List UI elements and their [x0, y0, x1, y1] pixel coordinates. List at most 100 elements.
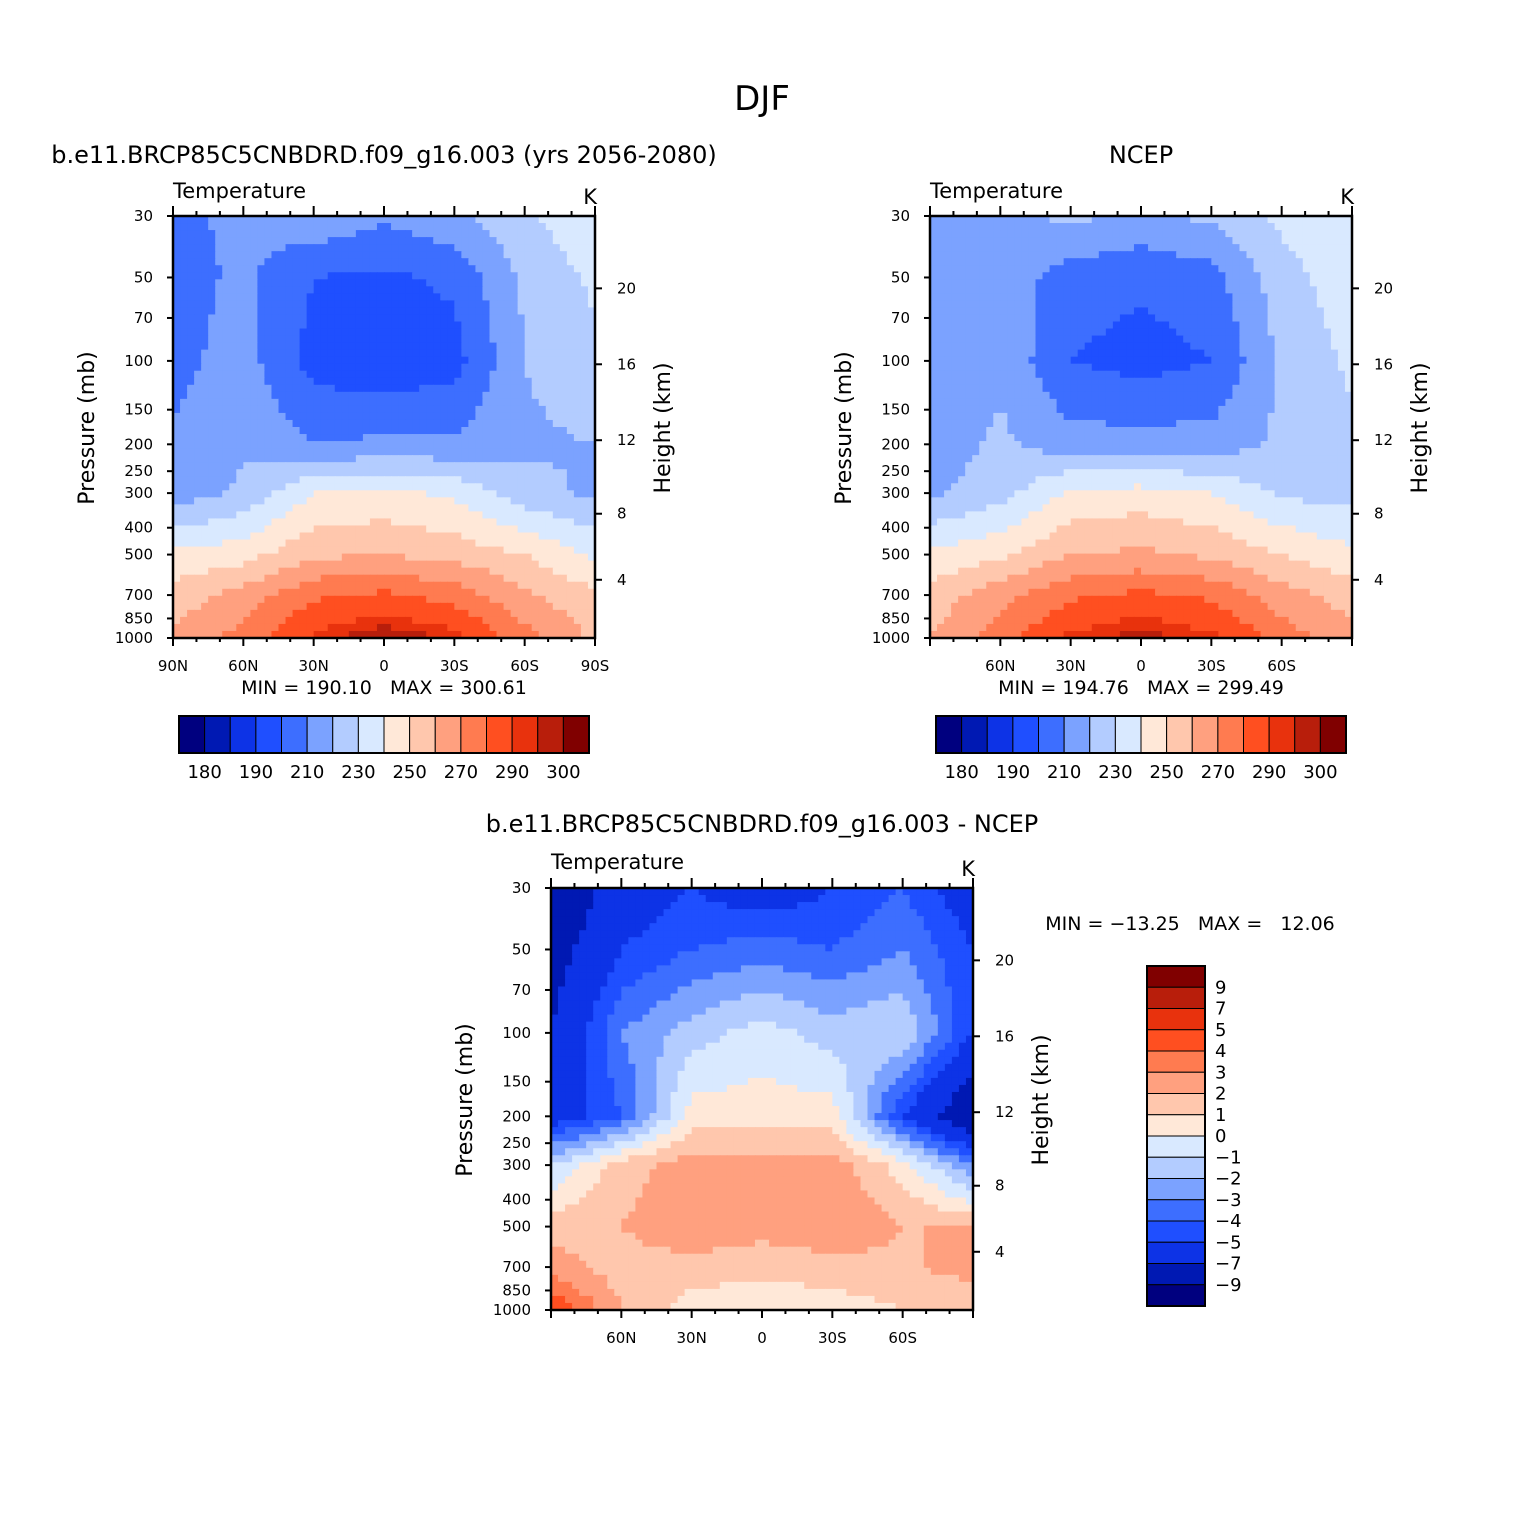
- field-cell: [1323, 342, 1332, 351]
- field-cell: [447, 476, 455, 484]
- field-cell: [376, 265, 385, 273]
- field-cell: [937, 335, 945, 344]
- field-cell: [552, 462, 561, 470]
- field-cell: [1246, 258, 1255, 266]
- field-cell: [306, 216, 315, 224]
- field-cell: [489, 342, 498, 351]
- field-cell: [215, 462, 223, 470]
- field-cell: [229, 630, 237, 639]
- field-cell: [972, 244, 980, 252]
- field-cell: [503, 434, 512, 442]
- field-cell: [517, 490, 526, 498]
- field-cell: [1183, 307, 1191, 316]
- field-cell: [440, 314, 448, 323]
- ytick-label: 200: [124, 435, 153, 453]
- field-cell: [482, 546, 491, 555]
- field-cell: [447, 518, 455, 527]
- field-cell: [1007, 286, 1015, 294]
- field-cell: [531, 293, 540, 301]
- field-cell: [468, 244, 477, 252]
- field-cell: [1281, 314, 1290, 323]
- field-cell: [187, 363, 195, 372]
- field-cell: [341, 412, 350, 421]
- field-cell: [1014, 230, 1023, 238]
- field-cell: [348, 553, 357, 562]
- field-cell: [503, 230, 512, 238]
- field-cell: [376, 504, 385, 512]
- field-cell: [327, 434, 336, 442]
- field-cell: [517, 251, 526, 259]
- field-cell: [1084, 251, 1093, 259]
- field-cell: [517, 244, 526, 252]
- field-cell: [341, 286, 350, 294]
- field-cell: [173, 518, 181, 527]
- field-cell: [278, 244, 287, 252]
- field-cell: [1204, 307, 1212, 316]
- field-cell: [1197, 272, 1205, 280]
- field-cell: [419, 511, 427, 520]
- field-cell: [482, 307, 491, 316]
- field-cell: [1112, 272, 1121, 280]
- field-cell: [1105, 356, 1114, 365]
- field-cell: [426, 265, 434, 273]
- field-cell: [355, 258, 364, 266]
- field-cell: [264, 377, 273, 386]
- field-cell: [369, 251, 378, 259]
- field-cell: [271, 560, 280, 569]
- field-cell: [285, 483, 294, 491]
- field-cell: [208, 581, 216, 590]
- field-cell: [1330, 279, 1339, 287]
- field-cell: [454, 441, 462, 449]
- field-cell: [222, 595, 230, 604]
- field-cell: [573, 588, 582, 597]
- field-cell: [447, 363, 455, 372]
- field-cell: [278, 616, 287, 625]
- field-cell: [194, 504, 202, 512]
- field-cell: [1295, 244, 1304, 252]
- field-cell: [1190, 286, 1198, 294]
- field-cell: [426, 490, 434, 498]
- field-cell: [965, 363, 973, 372]
- field-cell: [944, 363, 952, 372]
- field-cell: [1098, 251, 1107, 259]
- field-cell: [1021, 356, 1030, 365]
- field-cell: [580, 560, 589, 569]
- field-cell: [461, 398, 469, 407]
- field-cell: [545, 363, 554, 372]
- field-cell: [264, 532, 273, 541]
- field-cell: [461, 441, 469, 449]
- field-cell: [496, 518, 505, 527]
- field-cell: [173, 314, 181, 323]
- field-cell: [278, 370, 287, 379]
- field-cell: [1028, 328, 1037, 337]
- field-cell: [1098, 216, 1107, 224]
- field-cell: [1337, 328, 1346, 337]
- field-cell: [243, 419, 251, 428]
- field-cell: [531, 230, 540, 238]
- field-cell: [489, 483, 498, 491]
- field-cell: [580, 363, 589, 372]
- field-cell: [944, 265, 952, 273]
- field-cell: [391, 251, 399, 259]
- field-cell: [1344, 265, 1353, 273]
- field-cell: [236, 490, 244, 498]
- field-cell: [257, 553, 266, 562]
- field-cell: [1000, 265, 1008, 273]
- field-cell: [510, 511, 519, 520]
- field-cell: [194, 223, 202, 231]
- field-cell: [348, 258, 357, 266]
- field-cell: [468, 462, 477, 470]
- field-cell: [1190, 251, 1198, 259]
- field-cell: [208, 630, 216, 639]
- field-cell: [1091, 328, 1100, 337]
- field-cell: [468, 441, 477, 449]
- field-cell: [215, 265, 223, 273]
- field-cell: [369, 469, 378, 477]
- field-cell: [194, 314, 202, 323]
- field-cell: [1091, 230, 1100, 238]
- field-cell: [1288, 314, 1297, 323]
- field-cell: [1063, 286, 1072, 294]
- field-cell: [552, 441, 561, 449]
- field-cell: [433, 377, 441, 386]
- field-cell: [229, 532, 237, 541]
